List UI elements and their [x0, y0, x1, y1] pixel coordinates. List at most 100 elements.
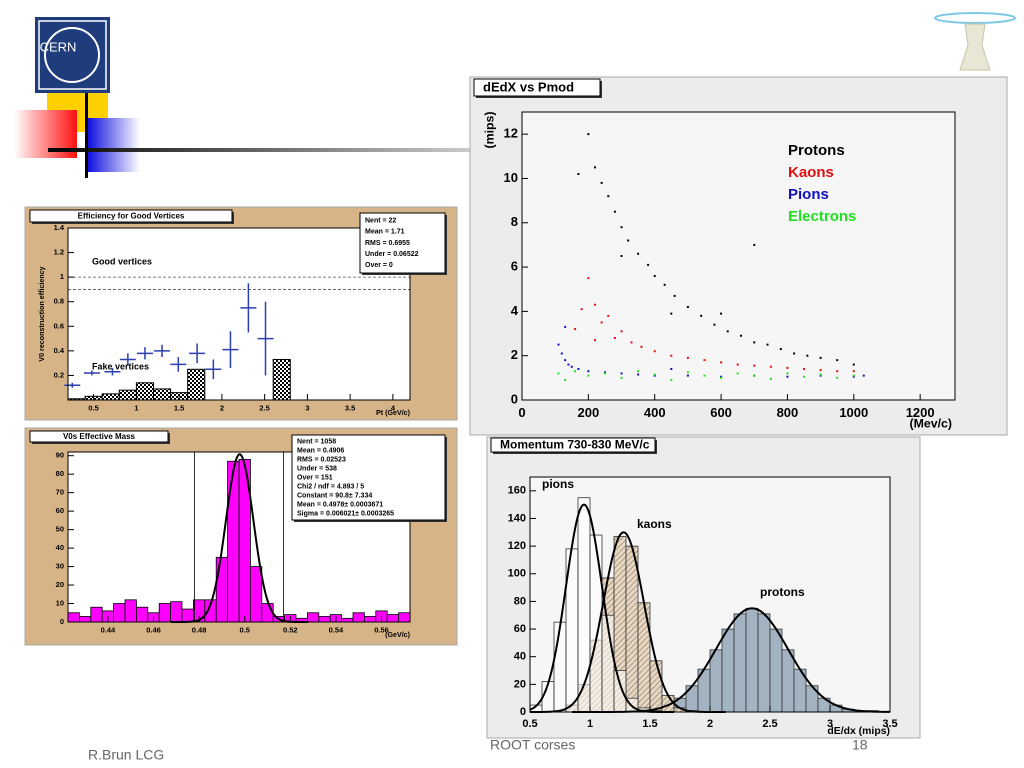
x-tick-label: 0.48 — [192, 626, 207, 635]
point — [786, 375, 789, 378]
histogram-bar — [215, 556, 228, 623]
stats-box — [291, 434, 446, 521]
point — [577, 367, 580, 370]
x-tick-label: 0.46 — [146, 626, 161, 635]
stats-line: Chi2 / ndf = 4.893 / 5 — [297, 483, 364, 490]
x-tick-label: 2.5 — [762, 718, 777, 730]
point — [686, 305, 689, 308]
histogram-bar — [170, 601, 183, 623]
logo-text: CERN — [40, 39, 77, 54]
point — [769, 365, 772, 368]
point — [766, 343, 769, 346]
point — [574, 370, 577, 373]
point — [836, 376, 839, 379]
point — [803, 367, 806, 370]
point — [819, 374, 822, 377]
x-axis-label: Pt (GeV/c) — [376, 409, 411, 417]
rule-horizontal — [48, 148, 470, 152]
series-label: pions — [542, 477, 574, 491]
x-tick-label: 0.5 — [88, 404, 98, 413]
bar — [101, 393, 120, 401]
x-tick-label: 2 — [707, 718, 713, 730]
y-tick-label: 160 — [508, 485, 526, 497]
x-tick-label: 2 — [220, 404, 224, 413]
stats-line: RMS = 0.02523 — [297, 456, 346, 463]
point — [593, 166, 596, 169]
y-tick-label: 12 — [504, 126, 518, 141]
bar — [187, 368, 206, 401]
point — [739, 334, 742, 337]
y-tick-label: 40 — [514, 651, 526, 663]
histogram-bar — [67, 612, 80, 623]
x-tick-label: 1 — [587, 718, 593, 730]
stats-line: Under = 538 — [297, 465, 337, 472]
point — [574, 328, 577, 331]
title-box — [473, 78, 601, 97]
x-tick-label: 400 — [644, 405, 666, 420]
footer-page: 18 — [852, 737, 868, 753]
y-tick-label: 60 — [56, 506, 64, 515]
x-tick-label: 3.5 — [882, 718, 897, 730]
point — [836, 359, 839, 362]
x-tick-label: 0.5 — [522, 718, 537, 730]
point — [686, 371, 689, 374]
legend-entry: Electrons — [788, 208, 856, 225]
stats-line: Over = 0 — [365, 262, 393, 269]
y-tick-label: 0.8 — [54, 297, 64, 306]
y-tick-label: 10 — [56, 599, 64, 608]
point — [720, 376, 723, 379]
histogram-bar — [769, 628, 783, 713]
x-tick-label: 4 — [391, 404, 396, 413]
histogram-bar — [577, 497, 591, 713]
histogram-bar — [90, 606, 103, 623]
point — [736, 372, 739, 375]
histogram-bar — [124, 599, 137, 623]
histogram-bar — [341, 617, 354, 623]
x-tick-label: 1 — [134, 404, 138, 413]
histogram-bar — [318, 616, 331, 623]
point — [653, 350, 656, 353]
histogram-bar — [745, 607, 759, 713]
point — [686, 356, 689, 359]
bar — [118, 389, 137, 401]
point — [819, 373, 822, 376]
logo-decoration: CERN — [14, 12, 1016, 178]
point — [564, 325, 567, 328]
point — [779, 348, 782, 351]
y-tick-label: 10 — [504, 170, 518, 185]
stats-box — [359, 212, 446, 274]
point — [700, 314, 703, 317]
point — [753, 374, 756, 377]
chart-title: Efficiency for Good Vertices — [78, 212, 185, 221]
point — [620, 226, 623, 229]
point — [637, 370, 640, 373]
legend-entry: Kaons — [788, 164, 834, 181]
point — [852, 370, 855, 373]
title-box — [29, 209, 233, 223]
point — [753, 341, 756, 344]
x-tick-label: 1.5 — [174, 404, 184, 413]
stats-line: Constant = 90.8± 7.334 — [297, 492, 372, 499]
histogram-bar — [386, 614, 400, 623]
point — [670, 312, 673, 315]
y-tick-label: 20 — [514, 678, 526, 690]
stats-line: Over = 151 — [297, 474, 333, 481]
x-tick-label: 0.5 — [239, 626, 249, 635]
point — [803, 375, 806, 378]
figure-ring — [934, 12, 1016, 24]
histogram-bar — [113, 603, 126, 623]
point — [620, 376, 623, 379]
histogram-bar — [625, 545, 639, 713]
point — [753, 364, 756, 367]
fit-curve — [529, 531, 726, 713]
point — [686, 374, 689, 377]
x-tick-label: 800 — [777, 405, 799, 420]
x-tick-label: 0.56 — [374, 626, 389, 635]
x-tick-label: 1.5 — [642, 718, 657, 730]
point — [607, 314, 610, 317]
y-tick-label: 20 — [56, 580, 64, 589]
point — [819, 356, 822, 359]
histogram-bar — [709, 649, 723, 713]
y-tick-label: 60 — [514, 623, 526, 635]
